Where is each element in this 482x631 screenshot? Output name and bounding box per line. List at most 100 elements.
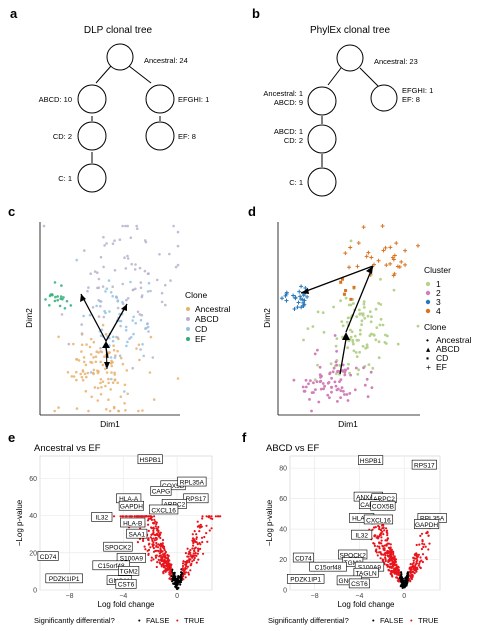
panel-a-edges	[91, 65, 161, 163]
gene-label-box	[116, 553, 146, 563]
gene-label-box	[353, 567, 379, 578]
scatter-point	[353, 334, 357, 338]
gene-label: SAA1	[128, 531, 145, 538]
volcano-point	[400, 578, 403, 581]
scatter-point	[339, 378, 343, 382]
scatter-point	[361, 225, 366, 230]
volcano-point	[153, 515, 156, 518]
scatter-point	[391, 257, 396, 262]
volcano-point	[156, 549, 160, 552]
scatter-point	[111, 381, 115, 385]
x-tick-label: −4	[355, 593, 363, 600]
scatter-point	[42, 224, 46, 228]
volcano-point	[196, 520, 199, 523]
scatter-point	[299, 284, 304, 289]
volcano-point	[157, 543, 160, 546]
scatter-point	[53, 409, 56, 413]
scatter-point	[140, 295, 144, 299]
legend-swatch	[186, 307, 190, 311]
volcano-point	[217, 515, 220, 518]
gene-label: S100A9	[120, 556, 144, 563]
volcano-point	[152, 550, 156, 553]
panel-b-nodes	[307, 44, 398, 197]
scatter-point	[158, 253, 161, 256]
scatter-point	[111, 339, 115, 343]
scatter-point	[335, 349, 338, 353]
volcano-point	[164, 570, 167, 574]
volcano-point	[181, 562, 185, 565]
scatter-point	[364, 346, 368, 350]
legend-title: Clone	[185, 290, 207, 300]
volcano-point	[384, 551, 387, 555]
volcano-point	[374, 526, 377, 529]
volcano-point	[196, 552, 199, 555]
y-tick-label: 20	[279, 557, 287, 564]
scatter-point	[124, 267, 128, 270]
gene-label-box	[177, 476, 207, 487]
volcano-point	[381, 545, 385, 548]
scatter-point	[369, 320, 373, 324]
scatter-point	[356, 372, 360, 376]
volcano-point	[418, 562, 421, 565]
scatter-point	[339, 389, 343, 392]
scatter-point	[108, 351, 111, 354]
volcano-point	[136, 541, 139, 544]
scatter-point	[339, 299, 342, 303]
scatter-point	[316, 348, 319, 352]
volcano-point	[372, 542, 375, 545]
y-tick-label: 40	[29, 513, 37, 520]
scatter-point	[89, 360, 92, 364]
node-label: EF: 8	[178, 132, 196, 141]
scatter-point	[96, 399, 100, 402]
volcano-point	[189, 564, 192, 567]
gene-label: CXCL16	[366, 517, 391, 524]
volcano-point	[378, 525, 381, 529]
node-label: Ancestral: 23	[374, 57, 418, 66]
scatter-point	[67, 342, 71, 346]
volcano-point	[156, 529, 159, 532]
scatter-point	[129, 236, 133, 239]
scatter-point	[372, 333, 376, 337]
volcano-point	[420, 532, 424, 535]
scatter-point	[96, 271, 99, 275]
legend-label-false: FALSE	[380, 616, 403, 625]
volcano-point	[152, 526, 155, 529]
scatter-point	[99, 255, 103, 259]
scatter-point	[355, 264, 360, 269]
volcano-point	[159, 554, 162, 557]
scatter-point	[164, 283, 167, 287]
volcano-point	[176, 578, 179, 581]
volcano-point	[159, 547, 162, 551]
volcano-point	[192, 541, 195, 545]
legend-swatch	[425, 281, 431, 287]
scatter-point	[297, 289, 302, 294]
scatter-point	[75, 378, 78, 382]
volcano-point	[194, 540, 197, 544]
volcano-point	[395, 570, 398, 574]
scatter-point	[339, 396, 342, 399]
volcano-point	[392, 565, 395, 568]
scatter-point	[176, 377, 180, 380]
scatter-point	[80, 332, 84, 335]
scatter-point	[352, 302, 355, 305]
scatter-point	[53, 299, 57, 303]
scatter-point	[169, 279, 172, 282]
gene-label: CAPG	[360, 502, 378, 509]
scatter-point	[131, 366, 134, 370]
scatter-point	[366, 395, 370, 398]
volcano-point	[147, 515, 150, 518]
scatter-point	[399, 259, 404, 264]
volcano-point	[186, 559, 189, 562]
gene-label-box	[286, 574, 325, 584]
volcano-point	[409, 571, 412, 574]
volcano-point	[152, 533, 155, 536]
volcano-point	[387, 542, 391, 545]
scatter-point	[394, 241, 399, 246]
scatter-point	[341, 363, 345, 367]
gene-label-box	[118, 500, 144, 511]
volcano-point	[417, 564, 420, 567]
volcano-point	[150, 515, 153, 518]
scatter-point	[396, 342, 400, 346]
volcano-point	[184, 576, 187, 579]
panel-d-xlabel: Dim1	[338, 419, 358, 429]
